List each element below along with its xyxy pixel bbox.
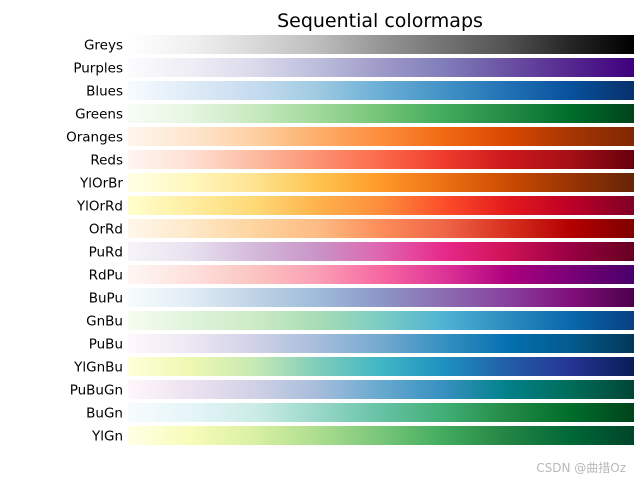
chart-title: Sequential colormaps [277,10,483,32]
colormap-strip-bupu [128,288,634,307]
colormap-row-ylgn: YlGn [91,426,634,445]
colormap-row-blues: Blues [86,81,634,100]
colormap-label-ylgnbu: YlGnBu [73,360,123,376]
colormap-row-reds: Reds [90,150,634,169]
colormap-label-ylorrd: YlOrRd [76,199,123,215]
colormap-row-bupu: BuPu [89,288,634,307]
colormap-strip-orrd [128,219,634,238]
colormap-label-gnbu: GnBu [86,314,123,330]
colormap-row-greys: Greys [84,35,634,54]
colormap-label-purples: Purples [73,61,123,77]
colormap-rows: Greys Purples Blues Greens Oranges Reds YlOrBr… [66,35,634,445]
colormap-row-oranges: Oranges [66,127,634,146]
colormap-label-oranges: Oranges [66,130,123,146]
colormap-label-greys: Greys [84,38,123,54]
colormap-row-gnbu: GnBu [86,311,634,330]
colormap-strip-greys [128,35,634,54]
colormap-label-ylgn: YlGn [91,429,123,445]
colormap-row-ylorbr: YlOrBr [79,173,634,192]
colormap-row-bugn: BuGn [86,403,634,422]
colormap-strip-purples [128,58,634,77]
watermark-text: CSDN @曲措Oz [536,461,626,475]
colormap-strip-blues [128,81,634,100]
colormap-label-bugn: BuGn [86,406,123,422]
colormap-row-pubu: PuBu [89,334,634,353]
colormap-row-greens: Greens [75,104,634,123]
colormap-row-purples: Purples [73,58,634,77]
colormap-row-pubugn: PuBuGn [70,380,634,399]
colormap-label-reds: Reds [90,153,123,169]
colormap-label-orrd: OrRd [89,222,123,238]
colormap-row-ylorrd: YlOrRd [76,196,634,215]
colormap-label-pubu: PuBu [89,337,123,353]
colormap-label-purd: PuRd [89,245,123,261]
colormap-row-purd: PuRd [89,242,634,261]
colormap-strip-bugn [128,403,634,422]
colormap-row-orrd: OrRd [89,219,634,238]
colormap-strip-pubugn [128,380,634,399]
colormap-strip-gnbu [128,311,634,330]
colormap-strip-greens [128,104,634,123]
colormap-label-pubugn: PuBuGn [70,383,123,399]
colormap-strip-rdpu [128,265,634,284]
colormap-label-ylorbr: YlOrBr [79,176,123,192]
colormap-strip-ylgn [128,426,634,445]
colormap-strip-ylorbr [128,173,634,192]
colormap-strip-pubu [128,334,634,353]
colormap-strip-ylgnbu [128,357,634,376]
colormap-label-rdpu: RdPu [89,268,123,284]
colormap-label-greens: Greens [75,107,123,123]
colormap-row-ylgnbu: YlGnBu [73,357,634,376]
colormap-strip-oranges [128,127,634,146]
colormap-strip-reds [128,150,634,169]
colormap-row-rdpu: RdPu [89,265,634,284]
colormap-label-bupu: BuPu [89,291,123,307]
colormap-label-blues: Blues [86,84,123,100]
colormap-strip-purd [128,242,634,261]
colormap-strip-ylorrd [128,196,634,215]
